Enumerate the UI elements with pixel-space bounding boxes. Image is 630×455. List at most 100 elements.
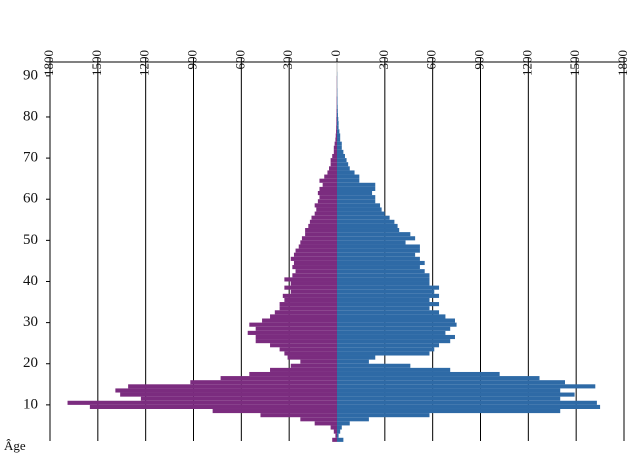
bar <box>337 256 420 261</box>
bar <box>336 125 337 130</box>
bar <box>337 425 342 430</box>
bar <box>330 425 337 430</box>
bar <box>279 306 337 311</box>
bar <box>295 248 337 253</box>
bar <box>337 265 420 270</box>
bar <box>309 219 337 224</box>
bar <box>295 269 337 274</box>
bar <box>316 207 337 212</box>
bar <box>333 429 337 434</box>
bar <box>300 240 337 245</box>
bar <box>337 380 566 385</box>
bar <box>337 421 350 426</box>
bar <box>333 149 337 154</box>
bar <box>292 273 337 278</box>
bar <box>337 112 338 117</box>
bar <box>337 314 446 319</box>
bar <box>337 215 390 220</box>
bar <box>293 252 337 257</box>
bar <box>337 133 341 138</box>
bar <box>337 429 341 434</box>
bar <box>332 437 337 442</box>
bar <box>337 277 430 282</box>
bar <box>337 400 597 405</box>
bar <box>301 236 337 241</box>
bar <box>337 195 376 200</box>
bar <box>290 256 337 261</box>
bar <box>337 388 561 393</box>
bar <box>282 293 337 298</box>
bar <box>255 334 337 340</box>
bar <box>337 371 500 377</box>
x-tick-label: 1200 <box>519 50 534 76</box>
bar <box>337 129 340 134</box>
bar <box>270 343 337 348</box>
bar <box>337 203 381 208</box>
bar <box>337 318 455 323</box>
y-tick-label: 70 <box>23 150 38 166</box>
bar <box>337 363 411 368</box>
bar <box>220 376 337 381</box>
bar <box>337 141 342 146</box>
bar <box>337 339 451 344</box>
bar <box>337 408 561 414</box>
bar <box>337 310 440 315</box>
bar <box>293 260 337 266</box>
bar <box>120 392 338 397</box>
bar <box>290 281 337 286</box>
y-tick-label: 30 <box>23 314 38 330</box>
bar <box>337 273 430 278</box>
bar <box>337 351 430 356</box>
bar <box>337 191 373 196</box>
bar <box>337 178 360 183</box>
bar <box>337 285 440 290</box>
bar <box>335 433 337 438</box>
x-tick-label: 1500 <box>567 50 582 76</box>
bar <box>337 281 430 286</box>
x-tick-label: 0 <box>328 50 343 57</box>
bar <box>337 108 338 113</box>
bar <box>337 153 345 159</box>
bar <box>305 228 337 233</box>
y-tick-label: 60 <box>23 191 38 207</box>
bar <box>322 182 337 187</box>
bar <box>336 129 337 134</box>
bar <box>284 297 337 303</box>
bar <box>274 310 337 315</box>
bar <box>337 186 376 191</box>
bar <box>337 162 349 167</box>
bar <box>335 133 337 138</box>
bar <box>314 211 337 216</box>
bar <box>290 289 337 294</box>
bar <box>335 137 337 142</box>
x-tick-label: 300 <box>376 50 391 70</box>
bar <box>337 207 382 212</box>
bar <box>337 125 339 130</box>
bar <box>337 158 347 163</box>
bar <box>279 302 337 307</box>
bar <box>314 421 337 426</box>
bar <box>333 145 337 150</box>
bar <box>337 433 339 438</box>
bar <box>279 347 337 352</box>
bar <box>319 178 337 183</box>
bar <box>337 244 420 249</box>
bar <box>337 223 398 229</box>
x-tick-label: 600 <box>424 50 439 70</box>
y-tick-label: 50 <box>23 232 38 248</box>
bar <box>337 269 425 274</box>
bar <box>337 240 406 245</box>
y-tick-label: 80 <box>23 108 38 124</box>
bar <box>337 330 446 335</box>
bar <box>284 277 337 282</box>
x-tick-label: 1800 <box>41 50 56 76</box>
bar <box>337 137 341 142</box>
bar <box>89 404 337 409</box>
bar <box>140 396 337 401</box>
bar <box>327 170 337 175</box>
bar <box>249 322 337 327</box>
bar <box>128 384 337 389</box>
bar <box>260 413 337 418</box>
